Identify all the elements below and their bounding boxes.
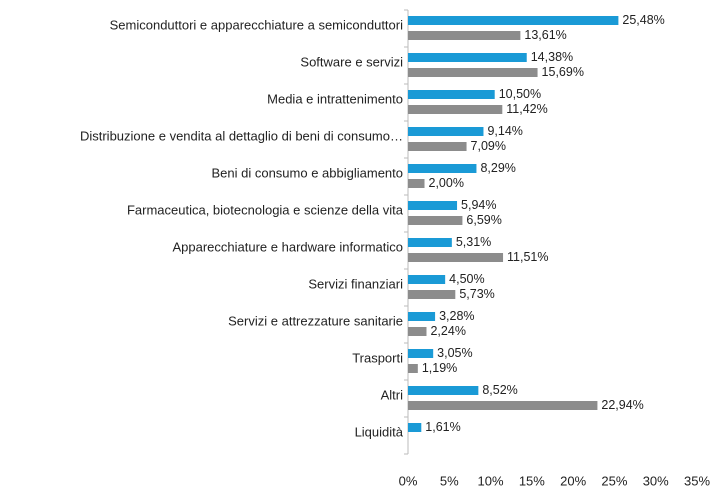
bar [408, 53, 527, 62]
bar [408, 386, 479, 395]
value-label: 5,31% [456, 235, 491, 249]
bar [408, 105, 503, 114]
bar [408, 31, 521, 40]
category-label: Farmaceutica, biotecnologia e scienze de… [127, 202, 404, 217]
x-tick-label: 0% [399, 473, 418, 488]
value-label: 3,05% [437, 346, 472, 360]
category-label: Beni di consumo e abbigliamento [211, 165, 403, 180]
category-label: Software e servizi [300, 54, 403, 69]
value-label: 7,09% [471, 139, 506, 153]
bar [408, 401, 598, 410]
category-label: Distribuzione e vendita al dettaglio di … [80, 128, 403, 143]
category-label: Liquidità [355, 424, 404, 439]
x-tick-label: 5% [440, 473, 459, 488]
bar [408, 142, 467, 151]
value-label: 10,50% [499, 87, 541, 101]
value-label: 14,38% [531, 50, 573, 64]
bar [408, 127, 484, 136]
category-label: Servizi e attrezzature sanitarie [228, 313, 403, 328]
bar [408, 327, 427, 336]
value-label: 5,94% [461, 198, 496, 212]
x-tick-label: 20% [560, 473, 586, 488]
category-label: Apparecchiature e hardware informatico [172, 239, 403, 254]
value-label: 11,42% [506, 102, 547, 116]
value-label: 22,94% [601, 398, 643, 412]
x-tick-label: 35% [684, 473, 710, 488]
value-label: 11,51% [507, 250, 548, 264]
bar [408, 349, 434, 358]
bar [408, 275, 446, 284]
bar [408, 216, 463, 225]
category-label: Servizi finanziari [308, 276, 403, 291]
value-label: 25,48% [622, 13, 664, 27]
category-label: Media e intrattenimento [267, 91, 403, 106]
bar [408, 68, 538, 77]
value-label: 1,19% [422, 361, 457, 375]
value-label: 8,29% [480, 161, 515, 175]
category-label: Altri [381, 387, 404, 402]
x-tick-label: 10% [478, 473, 504, 488]
value-label: 2,24% [430, 324, 465, 338]
bar [408, 164, 477, 173]
bar [408, 179, 425, 188]
category-label: Trasporti [352, 350, 403, 365]
value-label: 3,28% [439, 309, 474, 323]
bar [408, 423, 422, 432]
value-label: 5,73% [459, 287, 494, 301]
value-label: 1,61% [425, 420, 460, 434]
x-tick-label: 30% [643, 473, 669, 488]
value-label: 6,59% [466, 213, 501, 227]
bar [408, 90, 495, 99]
bar [408, 16, 619, 25]
value-label: 8,52% [482, 383, 517, 397]
x-tick-label: 25% [601, 473, 627, 488]
bar [408, 201, 458, 210]
bar [408, 290, 456, 299]
x-tick-label: 15% [519, 473, 545, 488]
bar [408, 253, 504, 262]
value-label: 4,50% [449, 272, 484, 286]
value-label: 13,61% [524, 28, 566, 42]
value-label: 2,00% [429, 176, 464, 190]
bar [408, 312, 436, 321]
value-label: 15,69% [542, 65, 584, 79]
bar [408, 238, 452, 247]
category-label: Semiconduttori e apparecchiature a semic… [110, 17, 403, 32]
bar [408, 364, 418, 373]
value-label: 9,14% [487, 124, 522, 138]
